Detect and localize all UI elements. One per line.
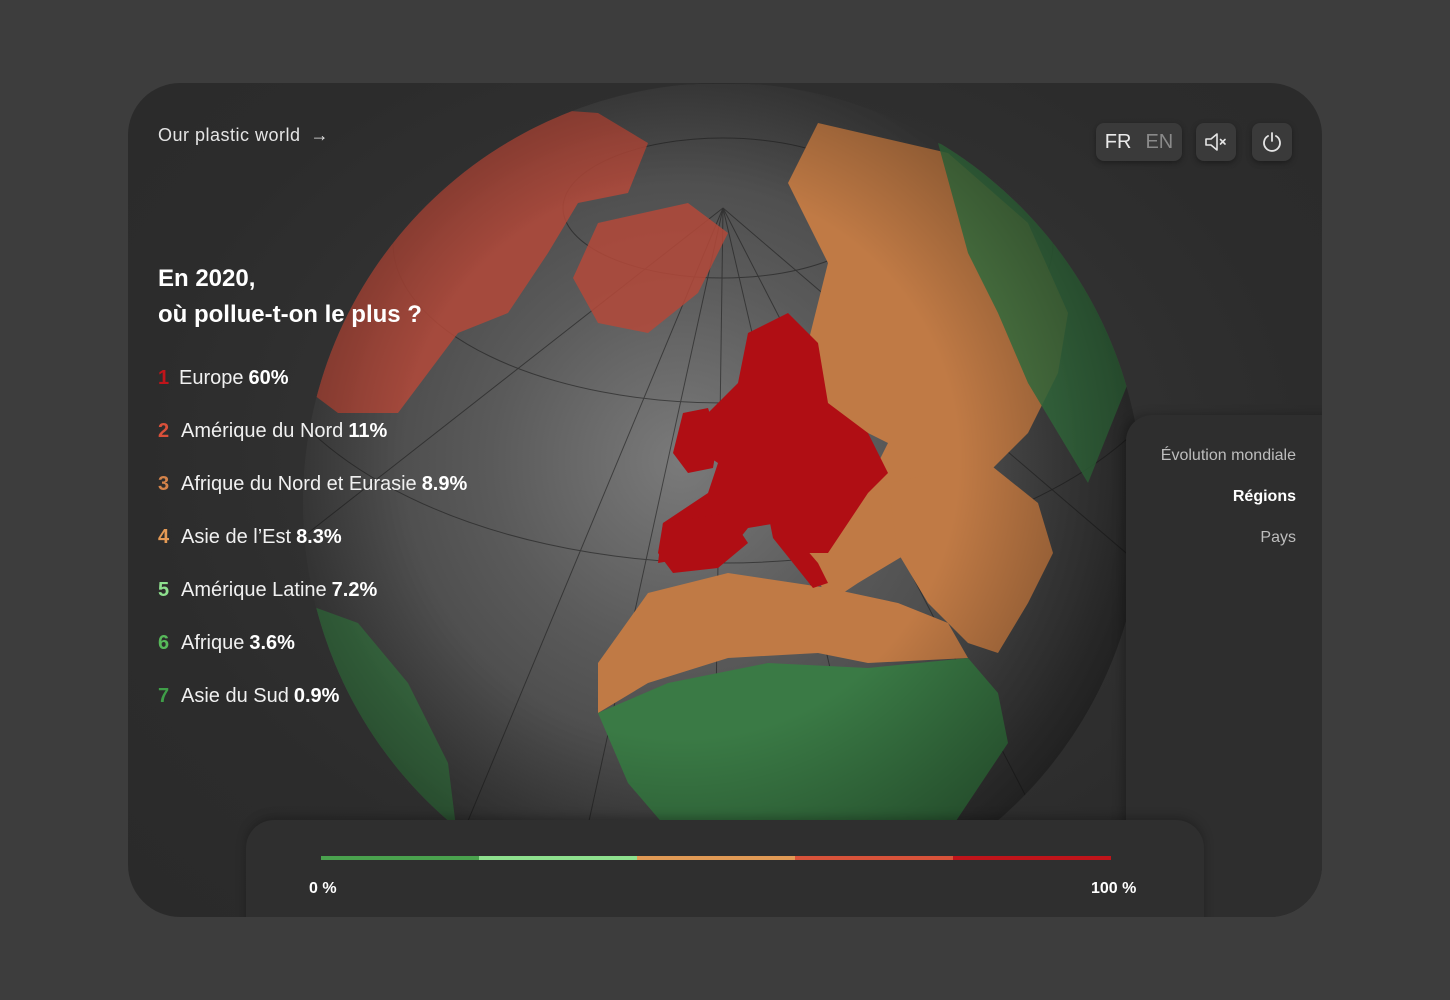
region-name: Afrique: [181, 632, 245, 654]
arrow-right-icon: →: [310, 125, 330, 145]
region-name: Amérique du Nord: [181, 420, 344, 442]
title-line-1: En 2020,: [158, 265, 256, 292]
rank-number: 4: [158, 526, 170, 548]
rank-number: 2: [158, 420, 170, 442]
scale-min-label: 0 %: [309, 880, 337, 897]
scale-segment: [637, 856, 795, 860]
region-name: Asie du Sud: [181, 685, 289, 707]
title-line-2: où pollue-t-on le plus ?: [158, 301, 422, 328]
sound-muted-icon: [1205, 133, 1226, 151]
power-icon: [1263, 132, 1281, 152]
rank-number: 1: [158, 367, 170, 389]
region-value: 11%: [348, 420, 388, 442]
region-value: 0.9%: [293, 685, 340, 707]
menu-item-evolution-mondiale[interactable]: Évolution mondiale: [1160, 447, 1296, 464]
globe-shading: [303, 83, 1143, 917]
ranking-item[interactable]: 3 Afrique du Nord et Eurasie 8.9%: [158, 473, 467, 496]
rank-number: 6: [158, 632, 170, 654]
scale-segment: [795, 856, 953, 860]
region-value: 7.2%: [331, 579, 378, 601]
region-name: Amérique Latine: [181, 579, 327, 601]
sound-toggle-button[interactable]: [1196, 123, 1236, 161]
region-name: Europe: [179, 367, 244, 389]
lang-en-button[interactable]: EN: [1145, 130, 1174, 153]
app-frame: Our plastic world → FR EN En 2020, où po…: [128, 83, 1322, 917]
color-scale: [321, 856, 1111, 860]
color-scale-legend: 0 % 100 %: [246, 820, 1204, 917]
menu-item-pays[interactable]: Pays: [1260, 529, 1296, 546]
menu-item-regions[interactable]: Régions: [1232, 488, 1296, 505]
brand-link[interactable]: Our plastic world →: [158, 125, 329, 146]
language-switcher: FR EN: [1096, 123, 1182, 161]
ranking-item[interactable]: 7 Asie du Sud 0.9%: [158, 685, 339, 708]
ranking-item[interactable]: 2 Amérique du Nord 11%: [158, 420, 387, 443]
rank-number: 7: [158, 685, 170, 707]
brand-label: Our plastic world: [158, 125, 301, 145]
rank-number: 5: [158, 579, 170, 601]
region-name: Afrique du Nord et Eurasie: [181, 473, 417, 495]
region-value: 60%: [248, 367, 289, 389]
region-name: Asie de l’Est: [181, 526, 292, 548]
region-value: 3.6%: [249, 632, 295, 654]
ranking-item[interactable]: 4 Asie de l’Est 8.3%: [158, 526, 342, 549]
scale-segment: [479, 856, 637, 860]
scale-segment: [953, 856, 1111, 860]
ranking-item[interactable]: 5 Amérique Latine 7.2%: [158, 579, 377, 602]
scale-segment: [321, 856, 479, 860]
scale-max-label: 100 %: [1091, 880, 1137, 897]
region-value: 8.3%: [296, 526, 342, 548]
power-button[interactable]: [1252, 123, 1292, 161]
rank-number: 3: [158, 473, 170, 495]
ranking-item[interactable]: 1 Europe 60%: [158, 367, 289, 390]
page-title: En 2020, où pollue-t-on le plus ?: [158, 261, 422, 333]
globe-map[interactable]: [128, 83, 1322, 917]
lang-fr-button[interactable]: FR: [1104, 130, 1132, 153]
ranking-item[interactable]: 6 Afrique 3.6%: [158, 632, 295, 655]
region-value: 8.9%: [421, 473, 468, 495]
